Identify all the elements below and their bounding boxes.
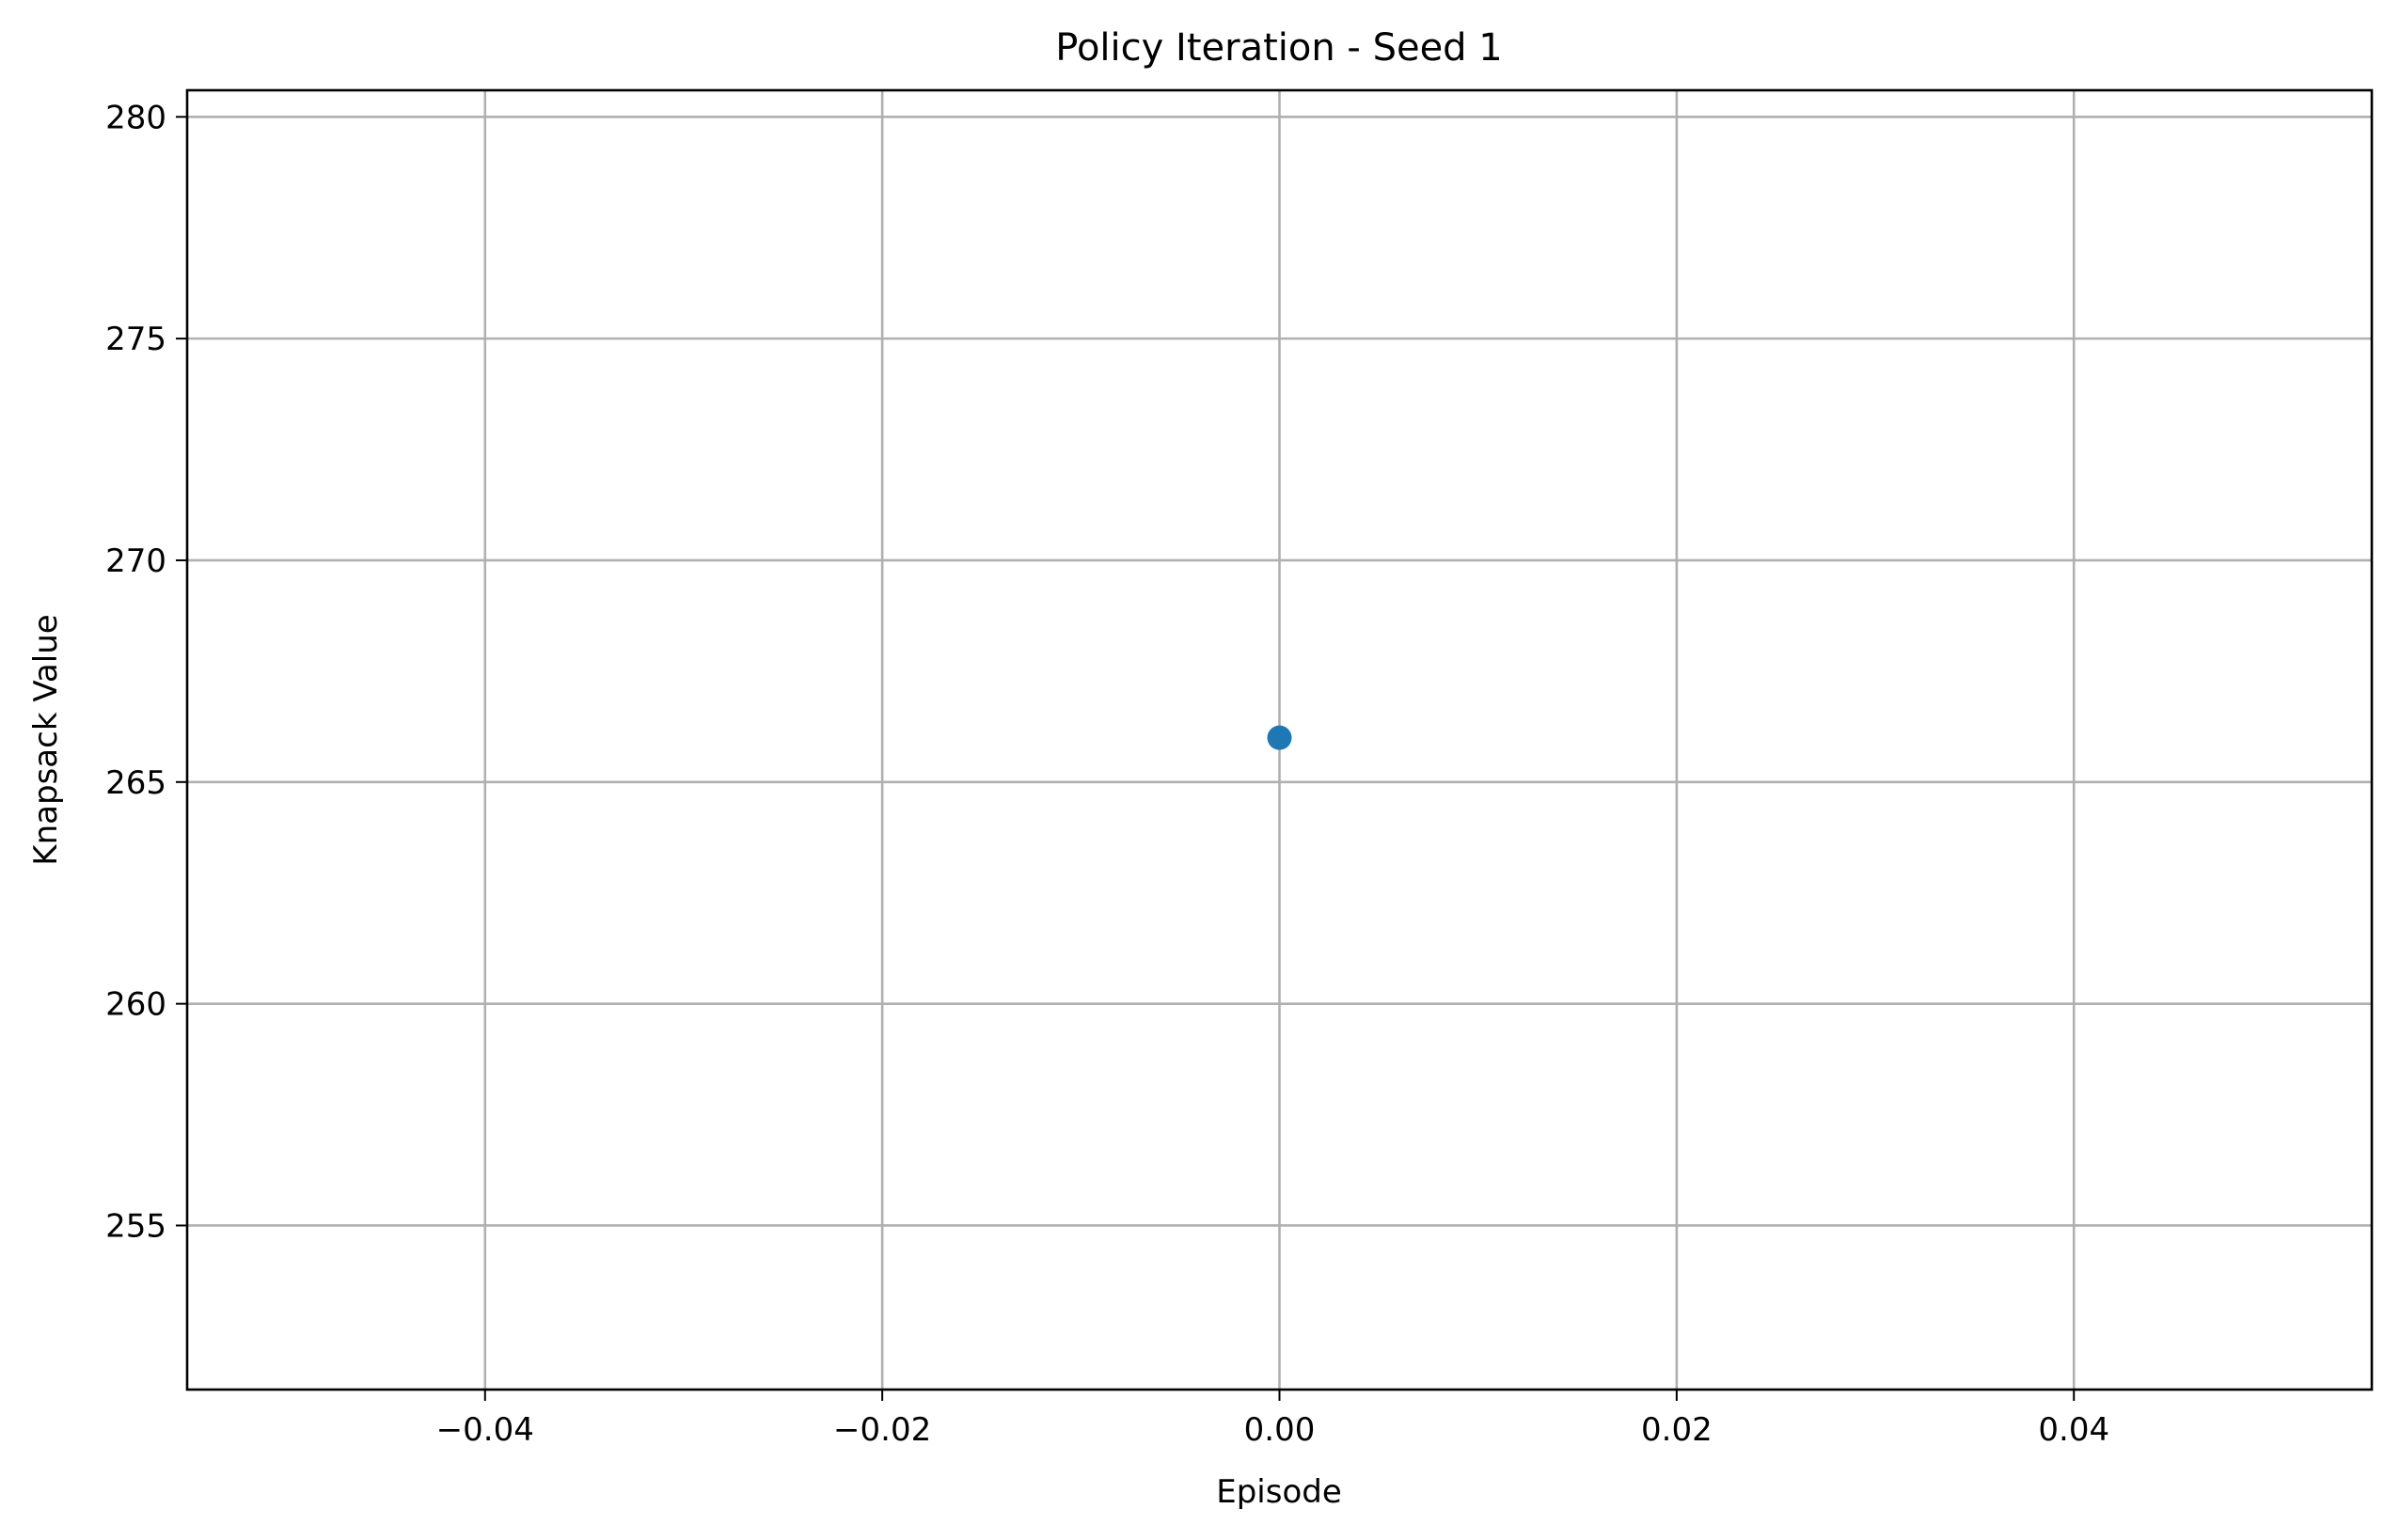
y-tick-label: 265 [105, 764, 166, 802]
grid-layer [187, 90, 2372, 1390]
data-point [1267, 725, 1292, 750]
y-axis-label: Knapsack Value [27, 614, 65, 865]
plot-frame [185, 88, 2374, 1391]
x-tick-label: 0.02 [1641, 1411, 1713, 1449]
chart-title: Policy Iteration - Seed 1 [1055, 26, 1502, 70]
x-tick-label: 0.00 [1244, 1411, 1316, 1449]
x-tick-label: 0.04 [2038, 1411, 2109, 1449]
x-axis-label: Episode [1216, 1473, 1342, 1511]
points-layer [1267, 725, 1292, 750]
x-tick-label: −0.02 [833, 1411, 931, 1449]
y-tick-label: 270 [105, 542, 166, 580]
y-tick-label: 275 [105, 321, 166, 358]
y-tick-label: 280 [105, 99, 166, 136]
y-tick-label: 255 [105, 1207, 166, 1245]
y-tick-label: 260 [105, 986, 166, 1024]
ticks-layer: −0.04 −0.02 0.00 0.02 0.04 255 260 265 270 275 280 [105, 99, 2109, 1449]
x-tick-label: −0.04 [436, 1411, 534, 1449]
